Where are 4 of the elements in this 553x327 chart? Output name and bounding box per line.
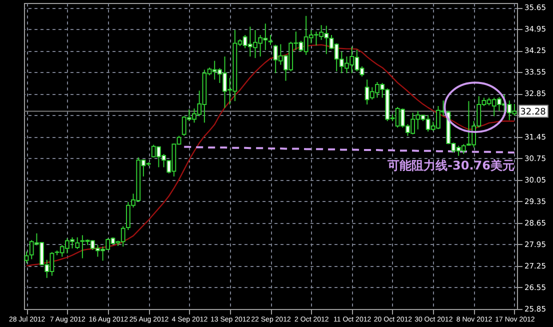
candlestick (268, 34, 273, 46)
ref-line-label: 32.28 (520, 107, 546, 118)
candlestick (75, 236, 80, 250)
annotation: 可能阻力线-30.76美元 (386, 158, 514, 172)
